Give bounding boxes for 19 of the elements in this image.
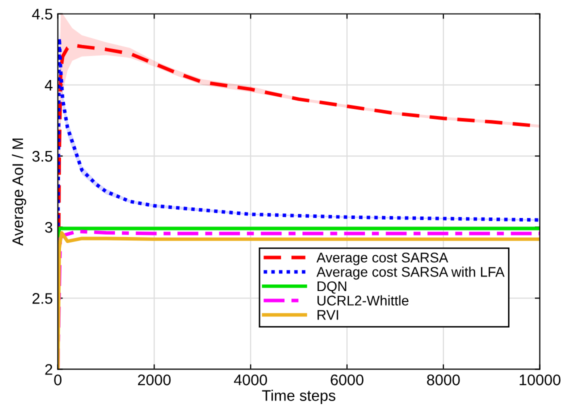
y-tick-label: 2 (45, 364, 52, 375)
x-tick-label: 6000 (330, 374, 364, 386)
x-tick-label: 0 (54, 374, 62, 386)
legend-label: DQN (318, 281, 346, 294)
x-tick-label: 4000 (234, 374, 268, 386)
legend-label: UCRL2-Whittle (318, 295, 408, 306)
y-tick-label: 3.5 (32, 150, 52, 162)
y-tick-label: 3 (45, 222, 52, 233)
legend-label: Average cost SARSA (316, 252, 448, 266)
x-tick-label: 2000 (138, 374, 171, 386)
x-tick-label: 10000 (520, 374, 560, 386)
x-tick-label: 8000 (427, 374, 460, 386)
y-tick-label: 4.5 (32, 8, 52, 20)
y-tick-label: 2.5 (32, 293, 52, 304)
legend-label: Average cost SARSA with LFA (316, 266, 505, 280)
y-axis-title: Average AoI / M (12, 138, 26, 246)
x-axis-title: Time steps (262, 390, 336, 404)
y-tick-label: 4 (44, 80, 53, 90)
legend-label: RVI (318, 310, 338, 320)
